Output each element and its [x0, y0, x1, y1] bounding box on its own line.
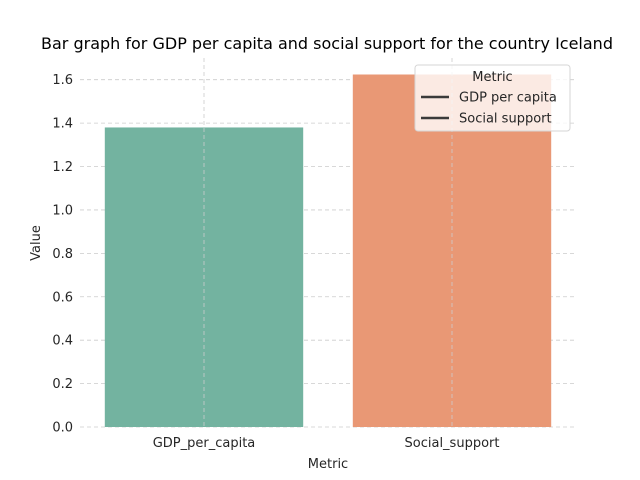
y-tick-label: 1.4 — [52, 117, 73, 132]
y-axis-title: Value — [29, 225, 44, 261]
legend: Metric GDP per capita Social support — [414, 64, 571, 132]
y-tick-label: 0.2 — [52, 377, 73, 392]
y-tick-label: 0.6 — [52, 290, 73, 305]
legend-entry: Social support — [459, 112, 552, 127]
x-tick-label: GDP_per_capita — [153, 436, 256, 451]
y-tick-label: 1.0 — [52, 203, 73, 218]
ticks: 0.0 0.2 0.4 0.6 0.8 1.0 1.2 1.4 1.6 GDP_per_capit… — [52, 73, 499, 451]
bars — [104, 58, 552, 428]
legend-title: Metric — [472, 70, 512, 85]
y-tick-label: 1.6 — [52, 73, 73, 88]
legend-box — [414, 64, 571, 132]
x-tick-label: Social_support — [405, 436, 500, 451]
legend-entry: GDP per capita — [459, 91, 557, 106]
y-tick-label: 0.4 — [52, 334, 73, 349]
y-tick-label: 0.8 — [52, 247, 73, 262]
y-tick-label: 1.2 — [52, 160, 73, 175]
y-tick-label: 0.0 — [52, 421, 73, 436]
x-axis-title: Metric — [308, 457, 348, 472]
chart-title: Bar graph for GDP per capita and social … — [41, 34, 613, 53]
